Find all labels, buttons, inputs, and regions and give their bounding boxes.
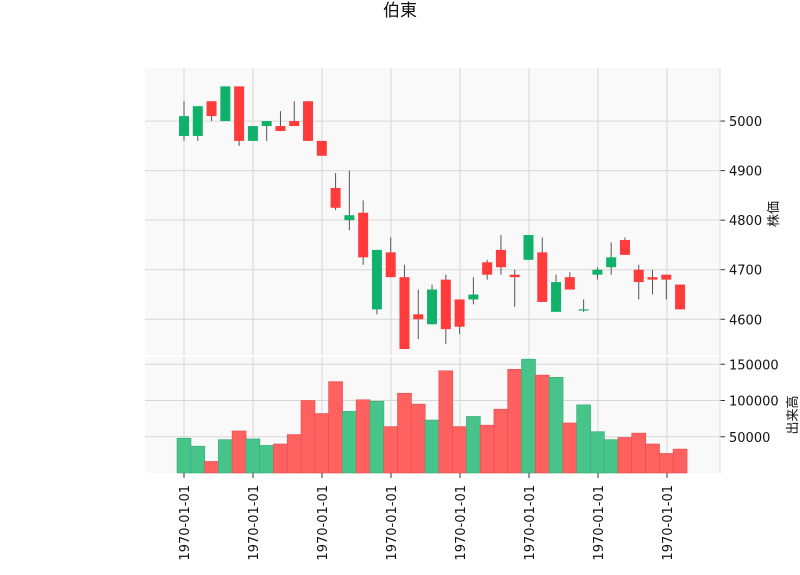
candle-body <box>330 187 341 208</box>
volume-bar <box>658 453 674 474</box>
candle-body <box>179 116 189 136</box>
volume-bar <box>286 434 302 474</box>
volume-bar <box>342 411 357 474</box>
candle-body <box>385 252 396 278</box>
candle-body <box>454 299 465 327</box>
candle-body <box>247 126 258 141</box>
candle-body <box>206 101 217 117</box>
candle-body <box>482 262 493 275</box>
candle-body <box>344 215 355 221</box>
candle-body <box>551 282 562 312</box>
candle-body <box>316 140 327 156</box>
candle-body <box>427 289 438 325</box>
volume-bar <box>383 426 399 474</box>
volume-bar <box>328 381 343 474</box>
volume-bar <box>176 437 192 474</box>
candle-body <box>192 106 203 136</box>
volume-bar <box>245 438 261 474</box>
candle-body <box>468 294 479 300</box>
volume-bar <box>493 408 509 474</box>
x-tick-label: 1970-01-01 <box>178 485 193 561</box>
x-tick-label: 1970-01-01 <box>247 485 262 561</box>
candle-body <box>495 249 506 268</box>
candle-body <box>537 252 548 302</box>
candle-body <box>399 277 410 349</box>
candle-body <box>413 314 424 320</box>
volume-tick-label: 50000 <box>729 431 770 446</box>
candle-body <box>358 212 369 258</box>
x-tick-label: 1970-01-01 <box>523 485 538 561</box>
candle-body <box>440 279 451 330</box>
volume-bar <box>218 439 233 474</box>
volume-bar <box>259 445 274 474</box>
volume-bar <box>672 448 688 474</box>
x-tick-label: 1970-01-01 <box>385 485 400 561</box>
volume-bar <box>204 461 219 474</box>
candle-body <box>261 121 272 127</box>
candle-body <box>606 257 617 268</box>
volume-bar <box>507 369 523 474</box>
volume-bar <box>479 424 495 474</box>
x-tick-label: 1970-01-01 <box>454 485 469 561</box>
price-tick-label: 4700 <box>729 264 762 279</box>
x-tick-label: 1970-01-01 <box>592 485 607 561</box>
volume-tick-label: 100000 <box>729 395 779 410</box>
volume-bar <box>603 439 619 474</box>
price-tick-label: 4900 <box>729 165 762 180</box>
candle-body <box>275 126 286 131</box>
candle-body <box>578 309 589 311</box>
volume-bar <box>631 432 647 474</box>
volume-axis-label: 出来高 <box>785 395 800 434</box>
candle-body <box>661 274 672 280</box>
x-tick-label: 1970-01-01 <box>316 485 331 561</box>
volume-bar <box>562 422 578 474</box>
candle-body <box>564 277 575 290</box>
volume-bar <box>190 445 206 474</box>
volume-bar <box>300 400 316 474</box>
volume-tick-label: 150000 <box>729 358 779 373</box>
candle-body <box>592 269 603 275</box>
volume-bar <box>231 430 247 474</box>
volume-bar <box>273 443 288 474</box>
volume-bar <box>369 400 385 474</box>
volume-bar <box>521 358 536 474</box>
candle-body <box>633 269 644 283</box>
x-tick-label: 1970-01-01 <box>661 485 676 561</box>
candle-body <box>234 86 245 141</box>
chart-title: 伯東 <box>383 1 417 21</box>
volume-bar <box>617 437 633 474</box>
volume-bar <box>452 426 467 474</box>
candle-body <box>523 235 534 260</box>
price-tick-label: 4800 <box>729 214 762 229</box>
volume-bar <box>590 431 605 474</box>
candle-body <box>371 249 382 310</box>
candle-body <box>220 86 231 122</box>
volume-bar <box>534 374 550 474</box>
volume-bar <box>314 413 330 474</box>
volume-bar <box>355 399 371 474</box>
volume-bar <box>424 419 440 474</box>
candle-body <box>647 277 658 280</box>
candle-body <box>509 274 520 278</box>
volume-bar <box>645 443 660 474</box>
volume-bar <box>438 370 454 474</box>
price-axis-label: 株価 <box>767 201 782 227</box>
volume-bar <box>576 404 591 474</box>
candle-body <box>619 239 630 255</box>
volume-bar <box>548 376 564 474</box>
candle-body <box>289 121 300 127</box>
volume-bar <box>466 416 481 474</box>
price-tick-label: 5000 <box>729 115 762 130</box>
candle-body <box>675 284 686 310</box>
volume-bar <box>397 392 412 474</box>
price-tick-label: 4600 <box>729 313 762 328</box>
volume-bar <box>410 403 426 474</box>
candle-body <box>303 101 314 141</box>
